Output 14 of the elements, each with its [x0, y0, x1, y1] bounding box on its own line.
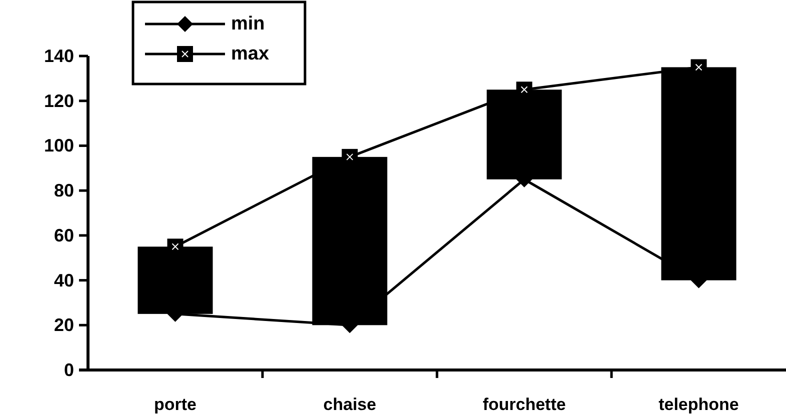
x-tick-label: chaise [323, 395, 376, 414]
x-tick-label: porte [154, 395, 196, 414]
y-tick-label: 0 [64, 360, 74, 380]
y-tick-label: 60 [54, 225, 74, 246]
y-tick-label: 40 [54, 270, 74, 290]
legend-label: max [231, 44, 270, 64]
x-tick-label: fourchette [482, 395, 566, 414]
y-tick-label: 20 [54, 315, 74, 336]
x-tick-label: telephone [658, 395, 739, 414]
y-tick-label: 120 [44, 90, 74, 111]
legend-label: min [231, 14, 265, 34]
y-tick-label: 100 [44, 136, 74, 156]
y-tick-label: 80 [54, 180, 74, 201]
y-tick-label: 140 [44, 46, 74, 66]
